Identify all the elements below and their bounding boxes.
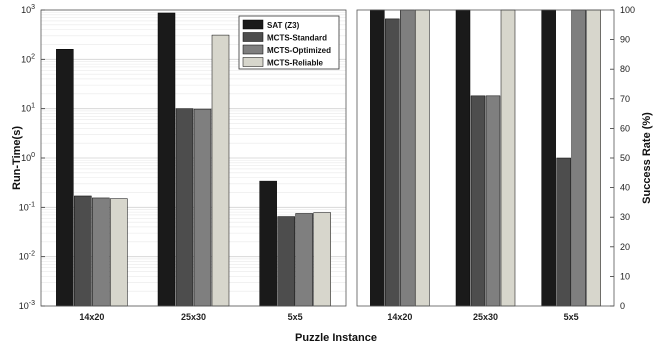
y-tick-label: 60 bbox=[620, 123, 630, 133]
y-tick-base: 10 bbox=[21, 5, 31, 15]
bar-runtime bbox=[74, 195, 92, 307]
y-tick-exponent: 2 bbox=[31, 53, 35, 60]
bar-runtime bbox=[92, 197, 110, 307]
legend-swatch bbox=[242, 44, 264, 55]
y-tick-exponent: -1 bbox=[29, 201, 35, 208]
x-tick-label: 25x30 bbox=[473, 312, 498, 322]
bar-runtime bbox=[193, 108, 212, 307]
legend-label: SAT (Z3) bbox=[267, 21, 300, 30]
legend-label: MCTS-Optimized bbox=[267, 46, 331, 55]
bar-runtime bbox=[157, 12, 176, 307]
y-tick-label: 10 bbox=[620, 271, 630, 281]
plot-frame bbox=[40, 9, 347, 307]
bar-success-rate bbox=[500, 9, 516, 307]
y-tick-label: 0 bbox=[620, 301, 625, 311]
y-tick-base: 10 bbox=[19, 252, 29, 262]
bar-runtime bbox=[259, 180, 277, 307]
bar-success-rate bbox=[586, 9, 601, 307]
y-tick-exponent: -3 bbox=[29, 300, 35, 307]
y-tick-label: 90 bbox=[620, 35, 630, 45]
legend-label: MCTS-Standard bbox=[267, 34, 327, 43]
y-tick-exponent: 1 bbox=[31, 103, 35, 110]
y-tick-base: 10 bbox=[21, 54, 31, 64]
y-tick-label: 100 bbox=[21, 152, 35, 163]
y-tick-exponent: 0 bbox=[31, 152, 35, 159]
legend-swatch bbox=[242, 19, 264, 30]
x-tick-label: 5x5 bbox=[288, 312, 303, 322]
y-tick-label: 100 bbox=[620, 5, 635, 15]
y-tick-base: 10 bbox=[21, 104, 31, 114]
success-rate-panel: 0 10 20 30 40 50 60 70 80 90 100 14x20 25x30 5x5 Succe… bbox=[356, 5, 653, 322]
bar-success-rate bbox=[400, 9, 415, 307]
y-axis-label: Run-Time(s) bbox=[11, 126, 23, 190]
y-tick-base: 10 bbox=[21, 153, 31, 163]
plot-frame bbox=[356, 9, 615, 307]
bar-success-rate bbox=[370, 9, 385, 307]
bar-runtime bbox=[295, 213, 313, 307]
y-tick-exponent: -2 bbox=[29, 251, 35, 258]
bar-runtime bbox=[175, 108, 194, 307]
x-axis-label: Puzzle Instance bbox=[295, 332, 377, 344]
bar-runtime bbox=[211, 34, 230, 307]
x-tick-label: 5x5 bbox=[564, 312, 579, 322]
bar-runtime bbox=[277, 216, 295, 307]
y-tick-exponent: 3 bbox=[31, 4, 35, 11]
y-tick-label: 101 bbox=[21, 103, 35, 114]
y-tick-label: 70 bbox=[620, 94, 630, 104]
y-tick-label: 20 bbox=[620, 242, 630, 252]
bar-success-rate bbox=[470, 95, 486, 307]
bar-runtime bbox=[313, 212, 331, 307]
bar-runtime bbox=[110, 198, 128, 307]
x-tick-label: 25x30 bbox=[181, 312, 206, 322]
x-tick-label: 14x20 bbox=[79, 312, 104, 322]
legend-label: MCTS-Reliable bbox=[267, 59, 324, 68]
y-tick-base: 10 bbox=[19, 301, 29, 311]
legend-swatch bbox=[242, 32, 264, 42]
bar-success-rate bbox=[485, 95, 501, 307]
y-axis-label: Success Rate (%) bbox=[641, 112, 653, 204]
legend: SAT (Z3) MCTS-Standard MCTS-Optimized MCTS-… bbox=[238, 15, 340, 70]
y-tick-label: 10-2 bbox=[19, 251, 35, 262]
y-tick-label: 103 bbox=[21, 4, 35, 15]
y-tick-label: 80 bbox=[620, 64, 630, 74]
bar-success-rate bbox=[556, 157, 571, 307]
y-tick-label: 10-1 bbox=[19, 201, 35, 212]
bar-success-rate bbox=[455, 9, 471, 307]
bar-success-rate bbox=[541, 9, 556, 307]
y-tick-label: 50 bbox=[620, 153, 630, 163]
bar-success-rate bbox=[415, 9, 430, 307]
x-tick-label: 14x20 bbox=[387, 312, 412, 322]
bar-runtime bbox=[56, 49, 74, 307]
legend-swatch bbox=[242, 57, 264, 67]
y-tick-label: 102 bbox=[21, 53, 35, 64]
y-tick-label: 40 bbox=[620, 183, 630, 193]
y-tick-label: 10-3 bbox=[19, 300, 35, 311]
bar-success-rate bbox=[571, 9, 586, 307]
y-tick-base: 10 bbox=[19, 202, 29, 212]
y-tick-label: 30 bbox=[620, 212, 630, 222]
bar-success-rate bbox=[385, 18, 400, 307]
